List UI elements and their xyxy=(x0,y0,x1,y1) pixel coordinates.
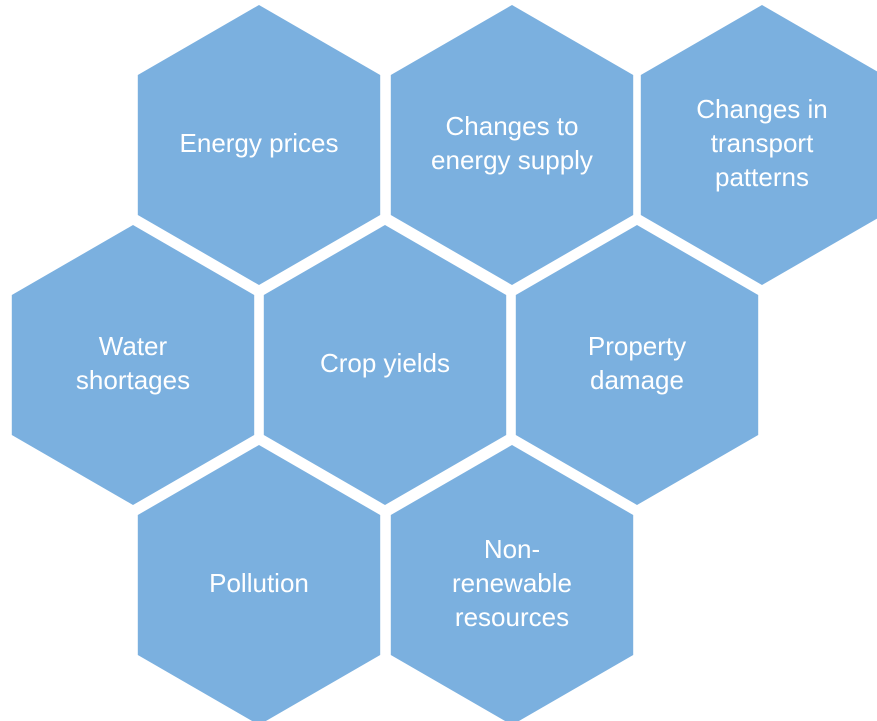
hexagon-label: energy supply xyxy=(431,145,593,175)
hexagon xyxy=(515,225,759,505)
hexagon xyxy=(11,225,255,505)
hexagon-label: transport xyxy=(711,128,814,158)
hexagon-label: Pollution xyxy=(209,568,309,598)
hexagon-label: Changes in xyxy=(696,94,828,124)
hexagon-label: Energy prices xyxy=(180,128,339,158)
hexagon-label: shortages xyxy=(76,365,190,395)
hexagon-label: renewable xyxy=(452,568,572,598)
hexagon xyxy=(390,5,634,285)
hexagon-label: Property xyxy=(588,331,686,361)
hexagon-label: patterns xyxy=(715,162,809,192)
hexagon-label: Water xyxy=(99,331,168,361)
hexagon-label: Crop yields xyxy=(320,348,450,378)
hexagon-label: Changes to xyxy=(446,111,579,141)
hexagon xyxy=(640,5,877,285)
hexagon-label: Non- xyxy=(484,534,540,564)
hexagon-label: damage xyxy=(590,365,684,395)
hexagon xyxy=(390,445,634,721)
hexagon-label: resources xyxy=(455,602,569,632)
hexagon xyxy=(137,5,381,285)
hexagon xyxy=(263,225,507,505)
hexagon xyxy=(137,445,381,721)
